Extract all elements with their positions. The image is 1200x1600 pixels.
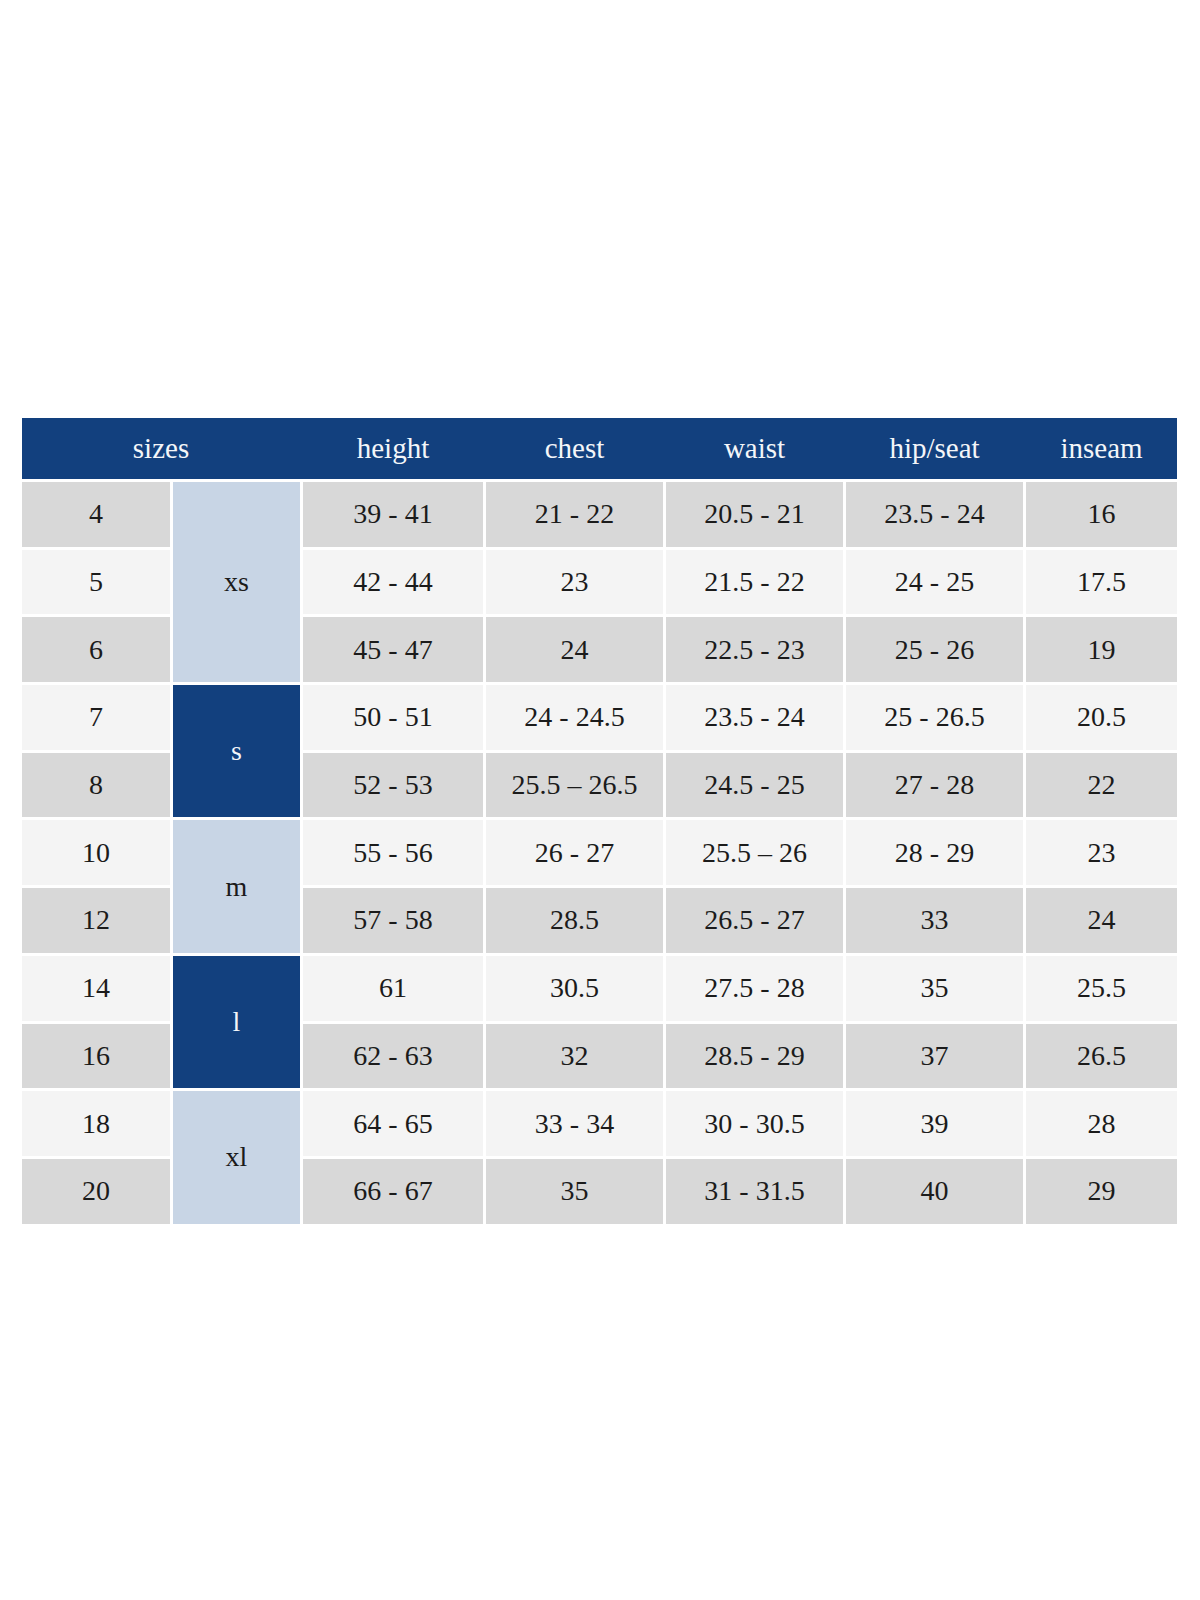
inseam-cell: 20.5 — [1026, 685, 1177, 750]
height-cell: 62 - 63 — [303, 1024, 483, 1089]
size-group-cell-xl: xl — [173, 1091, 300, 1223]
column-header-inseam: inseam — [1026, 418, 1177, 479]
inseam-cell: 28 — [1026, 1091, 1177, 1156]
size-cell: 7 — [22, 685, 170, 750]
inseam-cell: 23 — [1026, 820, 1177, 885]
inseam-cell: 17.5 — [1026, 550, 1177, 615]
size-cell: 8 — [22, 753, 170, 818]
waist-cell: 21.5 - 22 — [666, 550, 843, 615]
height-cell: 66 - 67 — [303, 1159, 483, 1224]
column-header-waist: waist — [666, 418, 843, 479]
waist-cell: 31 - 31.5 — [666, 1159, 843, 1224]
column-header-sizes: sizes — [22, 418, 300, 479]
size-group-cell-s: s — [173, 685, 300, 817]
height-cell: 57 - 58 — [303, 888, 483, 953]
chest-cell: 24 - 24.5 — [486, 685, 663, 750]
inseam-cell: 25.5 — [1026, 956, 1177, 1021]
size-cell: 10 — [22, 820, 170, 885]
waist-cell: 27.5 - 28 — [666, 956, 843, 1021]
size-group-cell-xs: xs — [173, 482, 300, 682]
hip-seat-cell: 39 — [846, 1091, 1023, 1156]
chest-cell: 35 — [486, 1159, 663, 1224]
height-cell: 55 - 56 — [303, 820, 483, 885]
chest-cell: 21 - 22 — [486, 482, 663, 547]
waist-cell: 22.5 - 23 — [666, 617, 843, 682]
chest-cell: 26 - 27 — [486, 820, 663, 885]
column-header-height: height — [303, 418, 483, 479]
inseam-cell: 29 — [1026, 1159, 1177, 1224]
size-cell: 18 — [22, 1091, 170, 1156]
height-cell: 39 - 41 — [303, 482, 483, 547]
hip-seat-cell: 23.5 - 24 — [846, 482, 1023, 547]
hip-seat-cell: 25 - 26.5 — [846, 685, 1023, 750]
size-group-cell-l: l — [173, 956, 300, 1088]
hip-seat-cell: 35 — [846, 956, 1023, 1021]
hip-seat-cell: 40 — [846, 1159, 1023, 1224]
chest-cell: 30.5 — [486, 956, 663, 1021]
height-cell: 42 - 44 — [303, 550, 483, 615]
inseam-cell: 16 — [1026, 482, 1177, 547]
hip-seat-cell: 24 - 25 — [846, 550, 1023, 615]
column-header-hip-seat: hip/seat — [846, 418, 1023, 479]
height-cell: 64 - 65 — [303, 1091, 483, 1156]
chest-cell: 24 — [486, 617, 663, 682]
height-cell: 61 — [303, 956, 483, 1021]
waist-cell: 30 - 30.5 — [666, 1091, 843, 1156]
size-cell: 6 — [22, 617, 170, 682]
size-chart-table: sizes height chest waist hip/seat inseam… — [22, 418, 1177, 1224]
size-cell: 12 — [22, 888, 170, 953]
inseam-cell: 26.5 — [1026, 1024, 1177, 1089]
size-group-cell-m: m — [173, 820, 300, 952]
inseam-cell: 24 — [1026, 888, 1177, 953]
size-cell: 20 — [22, 1159, 170, 1224]
waist-cell: 20.5 - 21 — [666, 482, 843, 547]
chest-cell: 32 — [486, 1024, 663, 1089]
size-cell: 16 — [22, 1024, 170, 1089]
size-cell: 4 — [22, 482, 170, 547]
height-cell: 45 - 47 — [303, 617, 483, 682]
size-cell: 14 — [22, 956, 170, 1021]
waist-cell: 23.5 - 24 — [666, 685, 843, 750]
column-header-chest: chest — [486, 418, 663, 479]
hip-seat-cell: 33 — [846, 888, 1023, 953]
hip-seat-cell: 27 - 28 — [846, 753, 1023, 818]
waist-cell: 26.5 - 27 — [666, 888, 843, 953]
height-cell: 50 - 51 — [303, 685, 483, 750]
chest-cell: 33 - 34 — [486, 1091, 663, 1156]
waist-cell: 25.5 – 26 — [666, 820, 843, 885]
chest-cell: 28.5 — [486, 888, 663, 953]
size-cell: 5 — [22, 550, 170, 615]
inseam-cell: 19 — [1026, 617, 1177, 682]
chest-cell: 25.5 – 26.5 — [486, 753, 663, 818]
height-cell: 52 - 53 — [303, 753, 483, 818]
hip-seat-cell: 25 - 26 — [846, 617, 1023, 682]
chest-cell: 23 — [486, 550, 663, 615]
waist-cell: 28.5 - 29 — [666, 1024, 843, 1089]
hip-seat-cell: 28 - 29 — [846, 820, 1023, 885]
inseam-cell: 22 — [1026, 753, 1177, 818]
waist-cell: 24.5 - 25 — [666, 753, 843, 818]
hip-seat-cell: 37 — [846, 1024, 1023, 1089]
